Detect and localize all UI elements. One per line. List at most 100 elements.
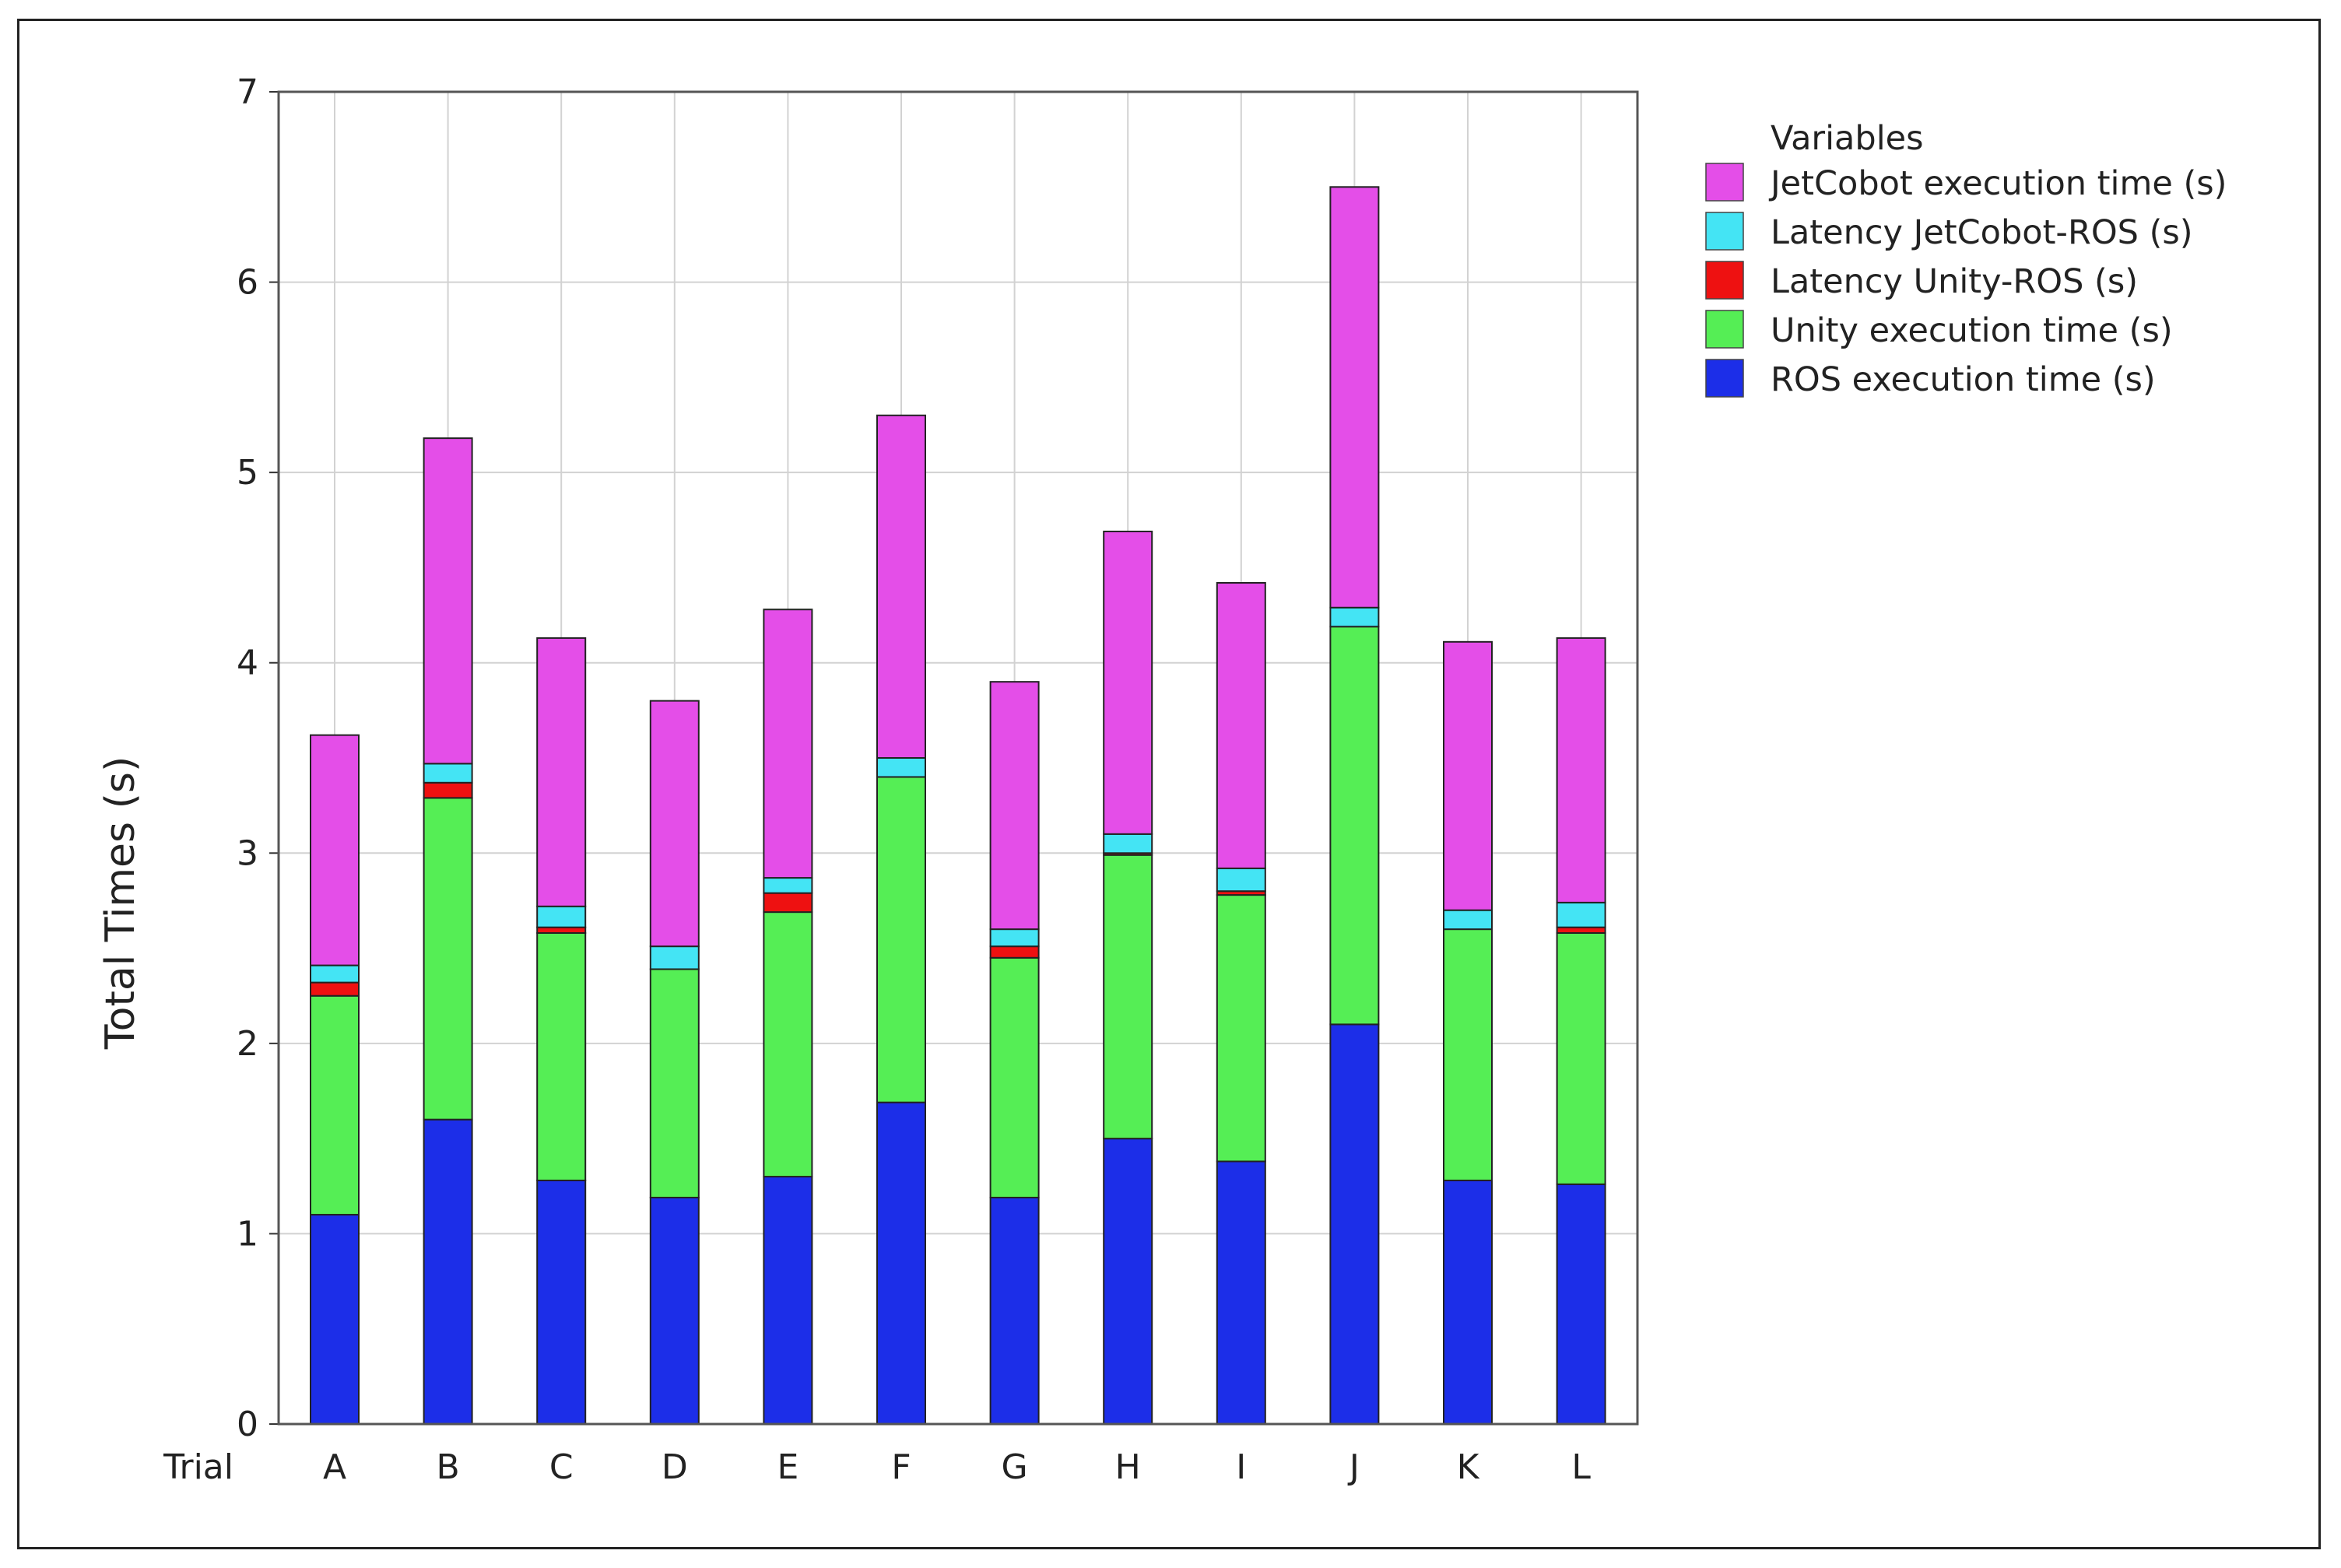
bar-segment [1103,1138,1153,1425]
bar-segment [989,928,1040,948]
bar-stack-B [423,437,473,1425]
bar-segment [1443,1179,1493,1426]
y-tick-label: 5 [237,453,258,493]
bar-segment [423,1118,473,1425]
bar-segment [1329,186,1380,609]
bar-segment [423,437,473,765]
bar-segment [536,1179,587,1426]
bar-segment [876,1101,926,1426]
y-axis-title: Total Times (s) [97,756,144,1051]
bar-segment [1103,854,1153,1140]
bar-segment [310,981,360,997]
legend-swatch [1705,359,1744,398]
bar-stack-K [1443,640,1493,1426]
bar-segment [1216,581,1266,869]
x-tick-label: J [1347,1447,1360,1487]
bar-segment [763,1176,813,1425]
plot-border [277,90,1639,1426]
x-tick-label: C [549,1447,574,1487]
grid [279,91,1637,1425]
x-tick-label: I [1236,1447,1246,1487]
bar-segment [1556,1183,1606,1425]
bar-segment [1556,926,1606,935]
legend-label: Unity execution time (s) [1771,311,2173,350]
bar-segment [1329,606,1380,628]
bar-segment [1556,932,1606,1185]
x-tick-label: B [437,1447,460,1487]
bar-segment [876,414,926,759]
bar-segment [989,956,1040,1198]
y-tick-label: 6 [237,263,258,303]
bar-segment [649,700,700,948]
x-axis-title: Trial [163,1447,233,1487]
bar-stack-G [989,681,1040,1425]
x-tick-label: D [662,1447,688,1487]
bar-stack-J [1329,186,1380,1425]
bar-segment [876,757,926,778]
bar-stack-L [1556,637,1606,1425]
figure-frame [17,19,2321,1549]
bar-segment [1443,928,1493,1181]
bar-segment [1216,1160,1266,1426]
bars [310,186,1606,1426]
bar-segment [1556,901,1606,928]
bar-stack-I [1216,581,1266,1426]
bar-segment [423,797,473,1121]
bar-segment [536,926,587,935]
legend-label: ROS execution time (s) [1771,360,2156,399]
axes: 0 1 2 3 4 5 6 7 A B C D E F G H I J K L [237,72,1639,1487]
bar-segment [1443,909,1493,931]
bar-segment [423,763,473,784]
y-tick-label: 7 [237,72,258,112]
bar-segment [1443,640,1493,911]
x-tick-label: H [1115,1447,1141,1487]
bar-segment [310,1213,360,1425]
bar-segment [876,776,926,1103]
bar-segment [763,877,813,894]
legend-swatch [1705,310,1744,349]
x-tick-label: K [1457,1447,1480,1487]
bar-segment [536,637,587,907]
x-tick-label: F [891,1447,911,1487]
bar-segment [310,994,360,1215]
bar-segment [989,945,1040,959]
bar-segment [1103,833,1153,854]
x-tick-label: A [323,1447,346,1487]
legend-label: Latency JetCobot-ROS (s) [1771,213,2193,252]
bar-segment [989,681,1040,931]
bar-segment [310,964,360,984]
x-tick-label: E [777,1447,798,1487]
y-tick-label: 0 [237,1405,258,1444]
bar-stack-D [649,700,700,1425]
legend-label: Latency Unity-ROS (s) [1771,262,2138,301]
legend-swatch [1705,163,1744,202]
bar-segment [763,892,813,914]
legend-title: Variables [1771,119,1924,158]
bar-segment [1329,1023,1380,1425]
legend-label: JetCobot execution time (s) [1768,164,2227,203]
bar-stack-E [763,609,813,1425]
plot-area [279,92,1637,1424]
bar-segment [1556,637,1606,903]
y-tick-label: 2 [237,1024,258,1064]
bar-segment [310,734,360,966]
bar-segment [763,911,813,1178]
bar-stack-C [536,637,587,1426]
y-tick-label: 3 [237,833,258,873]
bar-segment [1216,867,1266,893]
bar-segment [423,781,473,799]
bar-segment [763,609,813,879]
bar-segment [1216,894,1266,1163]
legend-swatch [1705,261,1744,300]
legend-swatch [1705,212,1744,251]
y-tick-label: 1 [237,1214,258,1254]
bar-stack-A [310,734,360,1425]
bar-segment [649,945,700,970]
bar-segment [1329,626,1380,1026]
bar-segment [536,905,587,928]
y-tick-label: 4 [237,644,258,683]
bar-segment [649,1196,700,1425]
x-tick-label: G [1002,1447,1028,1487]
bar-segment [536,932,587,1181]
